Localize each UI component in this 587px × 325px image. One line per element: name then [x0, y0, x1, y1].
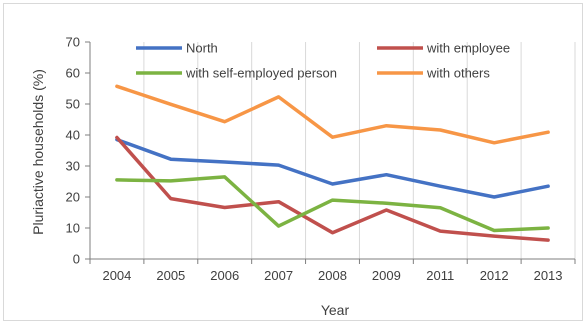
x-tick-label: 2013	[534, 268, 563, 283]
x-axis-title: Year	[321, 302, 350, 318]
series-line-1	[115, 135, 550, 242]
legend-label: with self-employed person	[185, 66, 337, 81]
legend-label: North	[186, 41, 218, 56]
y-tick-label: 60	[66, 66, 80, 81]
series-line-0	[115, 137, 550, 199]
y-tick-label: 70	[66, 35, 80, 50]
legend: North with employee with self-employed per…	[136, 41, 510, 81]
y-tick-label: 30	[66, 159, 80, 174]
legend-label: with others	[426, 66, 490, 81]
y-tick-label: 20	[66, 190, 80, 205]
axis-layer: 0 10 20 30 40 50 60 70 2004 2005 2006 2007 2008 2009 2…	[66, 35, 576, 283]
x-tick-label: 2007	[264, 268, 293, 283]
x-tick-label: 2006	[210, 268, 239, 283]
x-tick-label: 2009	[372, 268, 401, 283]
series-line-2	[115, 175, 550, 233]
legend-label: with employee	[426, 41, 510, 56]
chart-frame	[3, 3, 583, 321]
y-tick-label: 40	[66, 128, 80, 143]
y-tick-label: 10	[66, 221, 80, 236]
y-axis-title: Pluriactive households (%)	[30, 69, 46, 235]
x-tick-label: 2011	[426, 268, 454, 283]
y-tick-label: 0	[73, 252, 80, 267]
series-layer	[115, 84, 550, 242]
grid-layer	[143, 42, 576, 259]
x-tick-label: 2005	[156, 268, 185, 283]
y-tick-label: 50	[66, 97, 80, 112]
x-tick-label: 2012	[480, 268, 509, 283]
x-tick-label: 2004	[102, 268, 131, 283]
series-line-3	[115, 84, 550, 145]
x-tick-label: 2008	[318, 268, 347, 283]
